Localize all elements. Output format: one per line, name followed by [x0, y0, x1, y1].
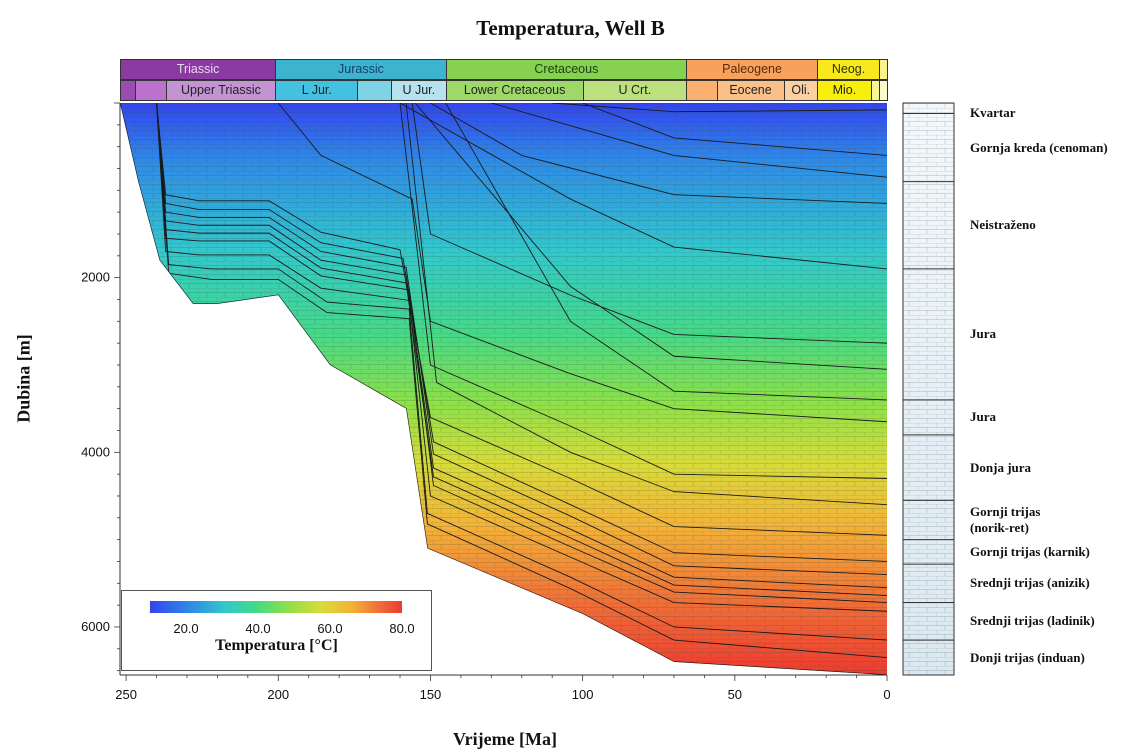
- y-axis-label: Dubina [m]: [13, 334, 34, 423]
- stratigraphy-label: Kvartar: [970, 105, 1015, 121]
- burial-curve-1: [156, 103, 887, 536]
- temperature-colorbar: [150, 601, 402, 613]
- stratigraphy-label-line: Srednji trijas (ladinik): [970, 613, 1095, 629]
- stratigraphy-label: Srednji trijas (anizik): [970, 575, 1090, 591]
- burial-curve-2: [156, 103, 887, 562]
- x-tick-label: 0: [883, 687, 890, 702]
- burial-curve-6: [156, 103, 887, 603]
- x-axis-label: Vrijeme [Ma]: [452, 729, 558, 749]
- burial-curve-5: [156, 103, 887, 596]
- period-cell: Cretaceous: [445, 59, 688, 80]
- lithology-pattern: [120, 103, 887, 675]
- x-tick-label: 100: [572, 687, 594, 702]
- colorbar-tick-label: 80.0: [389, 621, 415, 636]
- stratigraphy-label: Jura: [970, 409, 996, 425]
- burial-curve-19: [445, 103, 887, 401]
- stratigraphy-label: Neistraženo: [970, 217, 1036, 233]
- stratigraphy-label-line: (norik-ret): [970, 519, 1029, 535]
- colorbar-tick-label: 60.0: [317, 621, 343, 636]
- stratigraphy-label-line: Jura: [970, 409, 996, 425]
- burial-curve-10: [277, 103, 887, 423]
- burial-curve-18: [414, 103, 887, 370]
- stratigraphy-pattern: [903, 103, 954, 675]
- period-cell: Jurassic: [275, 59, 447, 80]
- x-tick-label: 50: [728, 687, 742, 702]
- stratigraphy-label-line: Srednji trijas (anizik): [970, 575, 1090, 591]
- colorbar-label: Temperatura [°C]: [215, 637, 338, 654]
- stratigraphy-label: Srednji trijas (ladinik): [970, 613, 1095, 629]
- stratigraphy-label-line: Donja jura: [970, 459, 1032, 475]
- colorbar-tick-label: 20.0: [173, 621, 199, 636]
- temperature-legend: 20.0 40.0 60.0 80.0 Temperatura [°C]: [121, 590, 432, 671]
- epoch-cell: L Jur.: [275, 80, 359, 101]
- period-cell: Triassic: [120, 59, 277, 80]
- stratigraphy-label-line: Gornja kreda (cenoman): [970, 139, 1108, 155]
- epoch-cell: U Crt.: [582, 80, 688, 101]
- epoch-cell: [135, 80, 167, 101]
- epoch-cell: Oli.: [783, 80, 818, 101]
- burial-curve-11: [399, 103, 887, 479]
- y-tick-label: 2000: [81, 270, 110, 285]
- burial-curve-4: [156, 103, 887, 589]
- stratigraphy-label: Jura: [970, 326, 996, 342]
- epoch-cell: [686, 80, 718, 101]
- epoch-cell: U Jur.: [390, 80, 447, 101]
- burial-curve-8: [156, 103, 887, 641]
- epoch-cell: Mio.: [816, 80, 872, 101]
- y-tick-label: 6000: [81, 619, 110, 634]
- chart-title: Temperatura, Well B: [476, 16, 665, 40]
- stratigraphy-label: Donja jura: [970, 460, 1031, 476]
- stratigraphy-label-line: Kvartar: [970, 105, 1016, 120]
- epoch-cell: [357, 80, 392, 101]
- x-tick-label: 250: [115, 687, 137, 702]
- stratigraphy-label-line: Neistraženo: [970, 217, 1036, 233]
- stratigraphy-label-line: Gornji trijas (karnik): [970, 543, 1090, 559]
- stratigraphy-label: Gornji trijas (norik-ret): [970, 504, 1040, 536]
- stratigraphy-label: Gornja kreda (cenoman): [970, 140, 1108, 156]
- x-tick-label: 150: [420, 687, 442, 702]
- burial-curve-7: [156, 103, 887, 612]
- burial-curve-16: [491, 103, 887, 178]
- stratigraphy-label-line: Jura: [970, 326, 996, 342]
- period-cell: Neog.: [816, 59, 881, 80]
- x-tick-label: 200: [267, 687, 289, 702]
- burial-curve-20: [552, 103, 887, 113]
- burial-curve-14: [430, 103, 887, 204]
- burial-curve-17: [399, 103, 887, 270]
- y-tick-label: 4000: [81, 444, 110, 459]
- burial-curve-13: [411, 103, 887, 344]
- stratigraphy-label-line: Donji trijas (induan): [970, 649, 1085, 665]
- burial-curve-15: [582, 103, 887, 156]
- colorbar-tick-label: 40.0: [245, 621, 271, 636]
- stratigraphy-label: Gornji trijas (karnik): [970, 544, 1090, 560]
- burial-curve-3: [156, 103, 887, 576]
- burial-curve-9: [156, 103, 887, 658]
- burial-curve-12: [405, 103, 887, 506]
- epoch-cell: Lower Cretaceous: [445, 80, 584, 101]
- stratigraphy-label-line: Gornji trijas: [970, 503, 1041, 519]
- epoch-cell: [879, 80, 888, 101]
- stratigraphy-label: Donji trijas (induan): [970, 650, 1085, 666]
- period-cell: Paleogene: [686, 59, 818, 80]
- epoch-cell: Upper Triassic: [165, 80, 277, 101]
- period-cell: [879, 59, 888, 80]
- epoch-cell: Eocene: [716, 80, 785, 101]
- epoch-cell: [120, 80, 137, 101]
